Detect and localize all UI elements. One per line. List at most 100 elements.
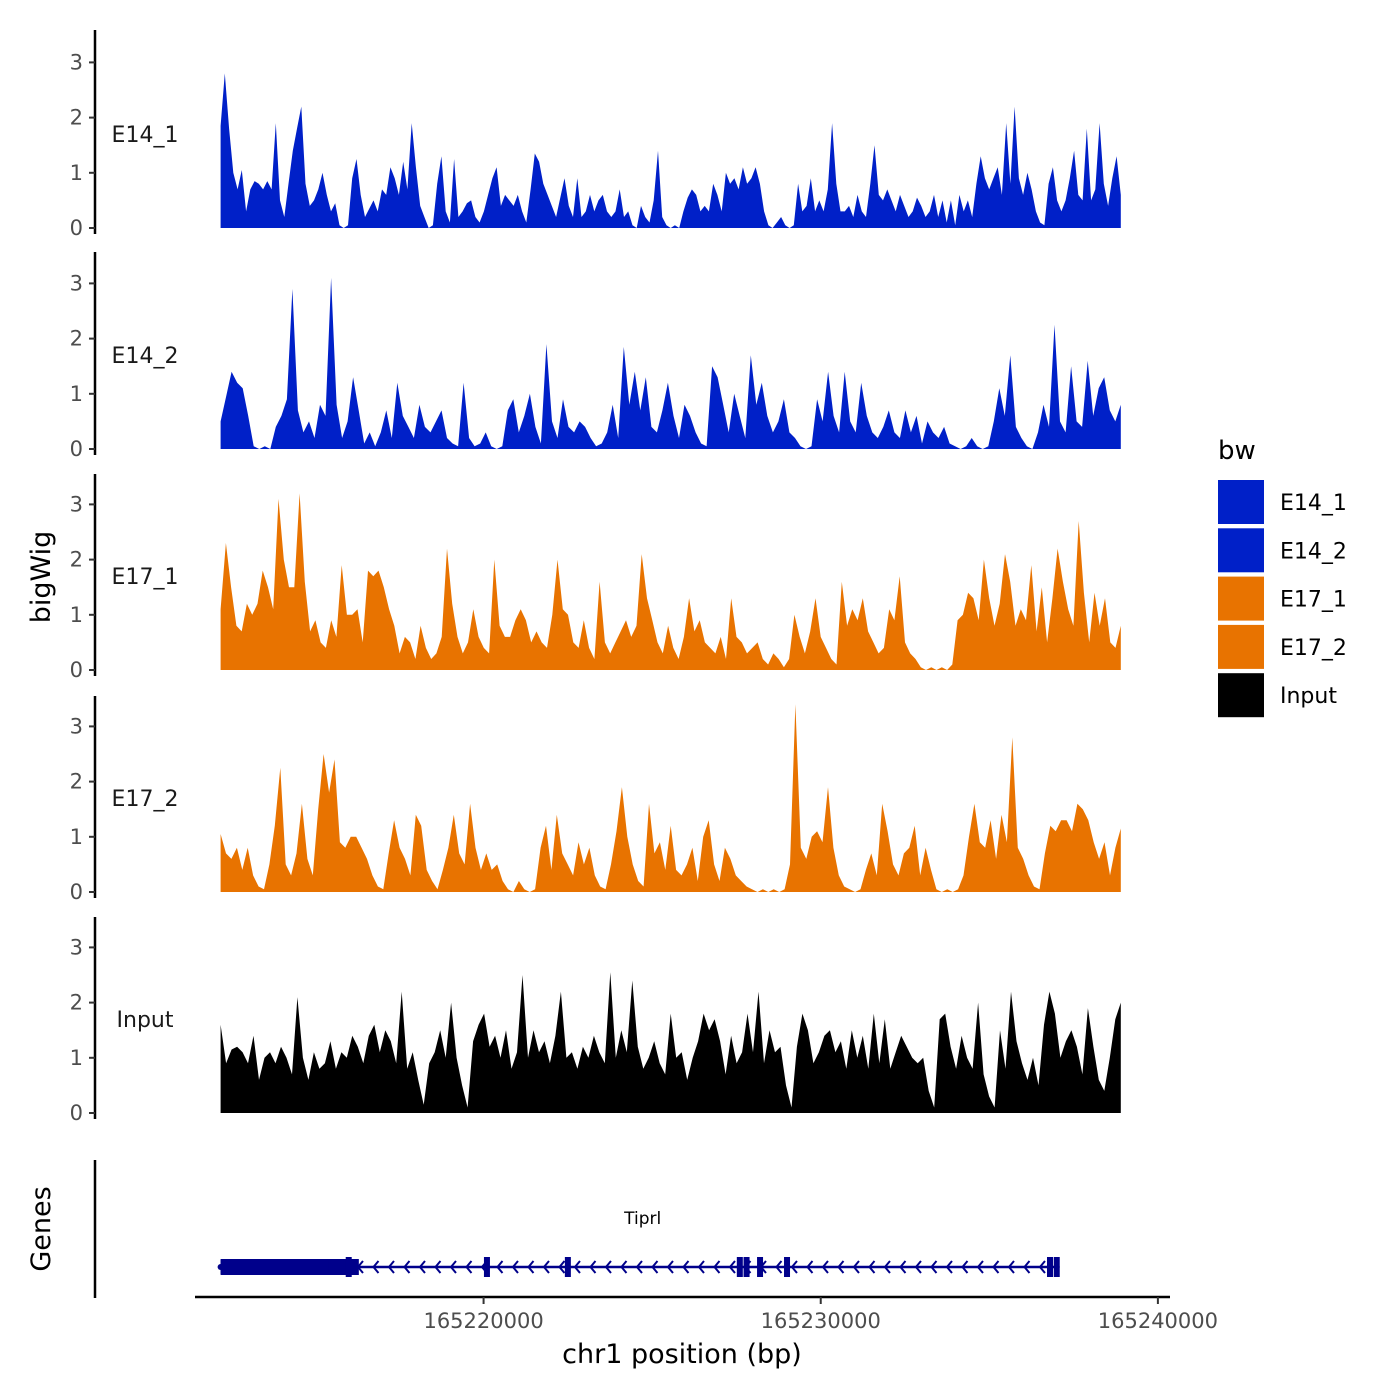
track-E14_1: 0 1 2 3 E14_1 xyxy=(70,30,1121,240)
x-tick-label: 165240000 xyxy=(1098,1309,1218,1333)
strand-chevron xyxy=(1038,1260,1046,1274)
strand-chevron xyxy=(372,1260,380,1274)
strand-chevron xyxy=(620,1260,628,1274)
gene-exon xyxy=(784,1257,791,1277)
area-Input xyxy=(220,972,1121,1113)
area-E14_1 xyxy=(220,73,1121,229)
strand-chevron xyxy=(403,1260,411,1274)
gene-exon xyxy=(483,1257,490,1277)
genes-layer: Tiprl xyxy=(93,1160,1060,1298)
gene-cap xyxy=(217,1264,224,1270)
gene-exon xyxy=(757,1257,764,1277)
y-tick-label: 3 xyxy=(70,50,83,74)
legend-label: E17_1 xyxy=(1280,588,1347,613)
strand-chevron xyxy=(496,1260,504,1274)
strand-chevron xyxy=(1023,1260,1031,1274)
strand-chevron xyxy=(868,1260,876,1274)
y-tick-label: 1 xyxy=(70,825,83,849)
strand-chevron xyxy=(511,1260,519,1274)
gene-exon xyxy=(564,1257,571,1277)
strand-chevron xyxy=(558,1260,566,1274)
legend-entry-E14_2: E14_2 xyxy=(1218,528,1347,573)
strand-chevron xyxy=(542,1260,550,1274)
y-tick-label: 1 xyxy=(70,382,83,406)
legend-label: Input xyxy=(1280,684,1337,709)
y-tick-label: 1 xyxy=(70,161,83,185)
strand-chevron xyxy=(713,1260,721,1274)
strand-chevron xyxy=(945,1260,953,1274)
track-Input: 0 1 2 3 Input xyxy=(70,917,1121,1125)
strand-chevron xyxy=(573,1260,581,1274)
legend-label: E17_2 xyxy=(1280,636,1347,661)
track-label: Input xyxy=(117,1008,174,1033)
strand-chevron xyxy=(821,1260,829,1274)
legend-swatch xyxy=(1218,673,1264,718)
strand-chevron xyxy=(682,1260,690,1274)
x-axis: 165220000 165230000 165240000 xyxy=(195,1295,1218,1333)
area-E17_1 xyxy=(220,493,1121,670)
strand-chevron xyxy=(449,1260,457,1274)
strand-chevron xyxy=(589,1260,597,1274)
strand-chevron xyxy=(1007,1260,1015,1274)
strand-chevron xyxy=(527,1260,535,1274)
y-tick-label: 2 xyxy=(70,327,83,351)
y-tick-label: 2 xyxy=(70,106,83,130)
strand-chevron xyxy=(806,1260,814,1274)
strand-chevron xyxy=(961,1260,969,1274)
track-E17_1: 0 1 2 3 E17_1 xyxy=(70,474,1121,682)
gene-name-label: Tiprl xyxy=(623,1209,661,1229)
strand-chevron xyxy=(465,1260,473,1274)
gene-exon xyxy=(345,1257,352,1277)
strand-chevron xyxy=(728,1260,736,1274)
strand-chevron xyxy=(666,1260,674,1274)
strand-chevron xyxy=(635,1260,643,1274)
legend-swatch xyxy=(1218,480,1264,524)
legend-swatch xyxy=(1218,624,1264,669)
strand-chevron xyxy=(930,1260,938,1274)
legend-label: E14_2 xyxy=(1280,539,1347,564)
area-E17_2 xyxy=(220,704,1121,892)
strand-chevron xyxy=(976,1260,984,1274)
x-tick-label: 165230000 xyxy=(761,1309,881,1333)
gene-Tiprl: Tiprl xyxy=(217,1209,1060,1277)
y-tick-label: 0 xyxy=(70,216,83,240)
y-tick-label: 0 xyxy=(70,880,83,904)
strand-chevron xyxy=(883,1260,891,1274)
legend-label: E14_1 xyxy=(1280,491,1347,516)
area-E14_2 xyxy=(220,277,1121,449)
legend-swatch xyxy=(1218,528,1264,573)
legend-swatch xyxy=(1218,576,1264,621)
strand-chevron xyxy=(837,1260,845,1274)
y-tick-label: 2 xyxy=(70,770,83,794)
legend-entry-Input: Input xyxy=(1218,673,1337,718)
track-label: E17_1 xyxy=(112,565,179,590)
strand-chevron xyxy=(790,1260,798,1274)
track-E17_2: 0 1 2 3 E17_2 xyxy=(70,696,1121,904)
strand-chevron xyxy=(697,1260,705,1274)
y-tick-label: 1 xyxy=(70,1046,83,1070)
strand-chevron xyxy=(418,1260,426,1274)
y-tick-label: 0 xyxy=(70,1101,83,1125)
y-tick-label: 3 xyxy=(70,492,83,516)
strand-chevron xyxy=(651,1260,659,1274)
strand-chevron xyxy=(852,1260,860,1274)
track-E14_2: 0 1 2 3 E14_2 xyxy=(70,252,1121,461)
x-tick-label: 165220000 xyxy=(423,1309,543,1333)
x-axis-title: chr1 position (bp) xyxy=(562,1339,802,1370)
y-tick-label: 1 xyxy=(70,603,83,627)
strand-chevron xyxy=(434,1260,442,1274)
y-tick-label: 2 xyxy=(70,548,83,572)
gene-cap xyxy=(1053,1264,1060,1270)
gene-utr xyxy=(220,1260,329,1274)
strand-chevron xyxy=(992,1260,1000,1274)
strand-chevron xyxy=(604,1260,612,1274)
y-axis-title: bigWig xyxy=(26,531,57,624)
gene-exon xyxy=(736,1257,743,1277)
legend-entry-E17_2: E17_2 xyxy=(1218,624,1347,669)
gene-exon xyxy=(743,1257,750,1277)
strand-chevron xyxy=(914,1260,922,1274)
legend-entry-E17_1: E17_1 xyxy=(1218,576,1347,621)
y-tick-label: 3 xyxy=(70,935,83,959)
strand-chevron xyxy=(899,1260,907,1274)
